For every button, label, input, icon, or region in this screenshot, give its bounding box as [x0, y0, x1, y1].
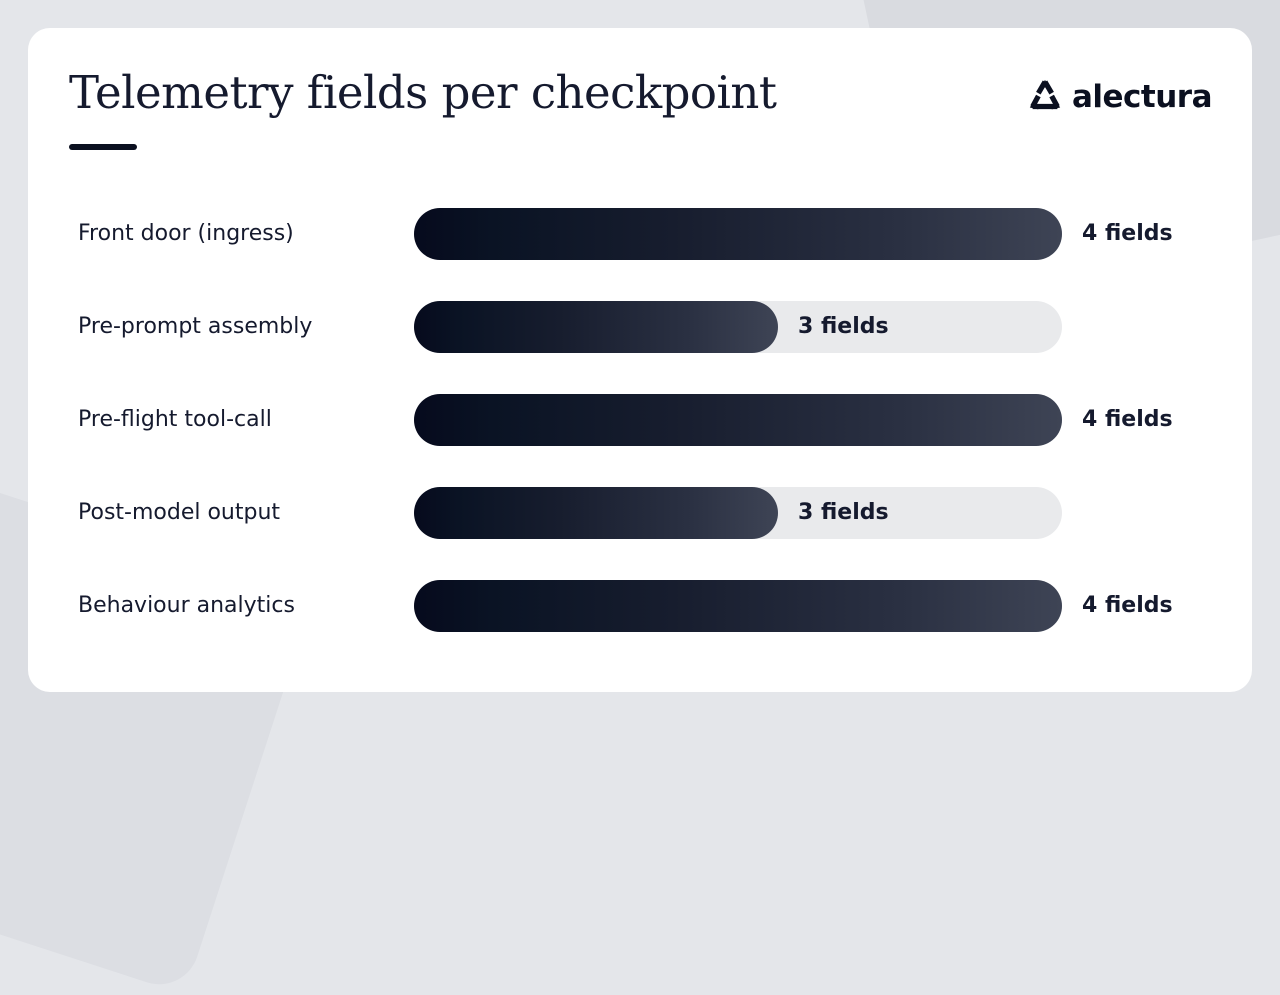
brand-logo: alectura: [1026, 75, 1213, 119]
bar: [414, 580, 1062, 632]
category-label: Post-model output: [78, 500, 281, 525]
bar-row: Behaviour analytics 4 fields: [28, 580, 1252, 632]
bar: [414, 394, 1062, 446]
category-label: Front door (ingress): [78, 221, 294, 246]
bar-row: Pre-flight tool-call 4 fields: [28, 394, 1252, 446]
value-label: 3 fields: [798, 500, 889, 525]
bar-track: [414, 487, 1062, 539]
bar-row: Post-model output 3 fields: [28, 487, 1252, 539]
bar-track: [414, 394, 1062, 446]
brand-name: alectura: [1071, 79, 1213, 115]
value-label: 3 fields: [798, 314, 889, 339]
category-label: Pre-prompt assembly: [78, 314, 313, 339]
chart-title: Telemetry fields per checkpoint: [69, 66, 777, 119]
bar: [414, 487, 778, 539]
bar-track: [414, 301, 1062, 353]
title-underline: [69, 144, 137, 150]
bar-row: Front door (ingress) 4 fields: [28, 208, 1252, 260]
bar-track: [414, 580, 1062, 632]
bar-row: Pre-prompt assembly 3 fields: [28, 301, 1252, 353]
category-label: Pre-flight tool-call: [78, 407, 272, 432]
recycle-triangle-icon: [1029, 79, 1061, 110]
value-label: 4 fields: [1082, 407, 1173, 432]
category-label: Behaviour analytics: [78, 593, 295, 618]
value-label: 4 fields: [1082, 593, 1173, 618]
bar: [414, 301, 778, 353]
bar: [414, 208, 1062, 260]
chart-card: Telemetry fields per checkpoint alectura…: [28, 28, 1252, 692]
value-label: 4 fields: [1082, 221, 1173, 246]
bar-track: [414, 208, 1062, 260]
